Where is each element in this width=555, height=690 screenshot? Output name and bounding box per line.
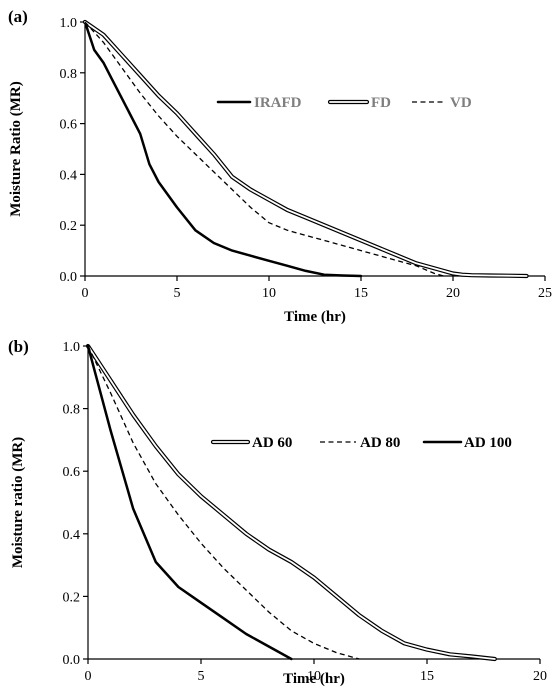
x-axis-title: Time (hr) [284, 309, 346, 325]
y-tick-label: 0.6 [63, 465, 81, 480]
y-axis-title: Moisture Ratio (MR) [8, 81, 24, 217]
y-tick-label: 1.0 [63, 340, 81, 355]
y-tick-label: 0.4 [63, 528, 81, 543]
legend-label: AD 100 [464, 435, 512, 451]
x-tick-label: 20 [446, 286, 460, 301]
x-tick-label: 10 [307, 669, 321, 684]
legend-label: AD 60 [252, 435, 292, 451]
x-tick-label: 5 [174, 286, 181, 301]
y-tick-label: 0.4 [60, 168, 78, 183]
series-ad-80-line [87, 345, 360, 660]
series-ad-60-line-outer [85, 343, 497, 662]
x-tick-label: 15 [420, 669, 434, 684]
x-tick-label: 0 [85, 669, 92, 684]
legend-label: FD [371, 95, 391, 111]
panel-label: (b) [8, 337, 29, 356]
x-tick-label: 20 [533, 669, 547, 684]
series-ad-60-line-inner [87, 345, 496, 660]
y-tick-label: 0.6 [60, 118, 78, 133]
y-tick-label: 0.8 [63, 403, 81, 418]
series-irafd-line [83, 20, 363, 278]
y-axis-title: Moisture ratio (MR) [10, 437, 26, 568]
series-fd-line-inner [84, 21, 528, 277]
y-tick-label: 0.0 [63, 653, 81, 668]
panel-label: (a) [8, 7, 28, 26]
series-fd-line-outer [82, 19, 529, 279]
x-axis-title: Time (hr) [283, 671, 345, 687]
y-tick-label: 0.2 [63, 590, 81, 605]
y-tick-label: 0.0 [60, 270, 78, 285]
y-tick-label: 1.0 [60, 16, 78, 31]
legend-label: VD [450, 95, 472, 111]
chart-panel-b: 0.0 0.2 0.4 0.6 0.8 1.0 0 5 10 15 20 Time (hr) Moist… [8, 337, 547, 687]
y-tick-label: 0.8 [60, 67, 78, 82]
legend-label: AD 80 [360, 435, 400, 451]
x-tick-label: 0 [82, 286, 89, 301]
x-tick-label: 5 [198, 669, 205, 684]
series-ad-100-line [86, 344, 293, 661]
legend-label: IRAFD [254, 95, 302, 111]
series-vd-line [84, 21, 444, 277]
y-tick-label: 0.2 [60, 219, 78, 234]
chart-panel-a: 0.0 0.2 0.4 0.6 0.8 1.0 0 5 10 15 20 25 Time (hr) Moi… [8, 7, 552, 325]
x-tick-label: 25 [538, 286, 552, 301]
x-tick-label: 15 [354, 286, 368, 301]
x-tick-label: 10 [262, 286, 276, 301]
